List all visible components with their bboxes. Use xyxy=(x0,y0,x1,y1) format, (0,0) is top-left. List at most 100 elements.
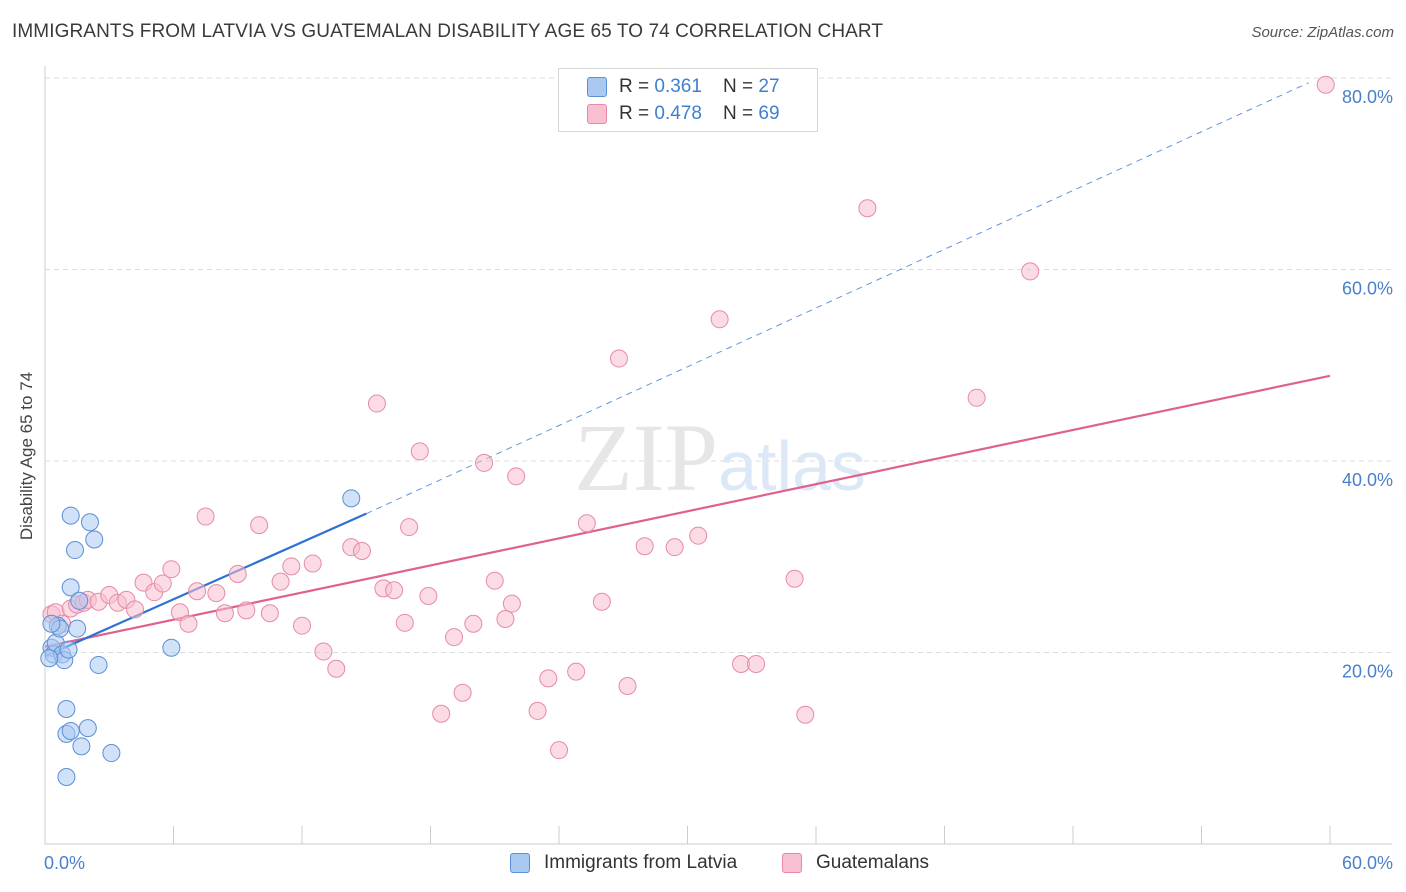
guatemalan-point xyxy=(550,741,568,760)
guatemalan-point xyxy=(395,613,414,632)
latvia-point xyxy=(61,506,80,525)
guatemalan-point xyxy=(162,560,181,579)
guatemalan-point xyxy=(327,659,346,678)
series-legend-guatemalans: Guatemalans xyxy=(782,852,929,874)
guatemalan-point xyxy=(228,564,247,583)
guatemalan-point xyxy=(419,587,438,606)
series-legend: Immigrants from Latvia Guatemalans xyxy=(0,852,1406,878)
latvia-point xyxy=(61,578,80,597)
guatemalan-point xyxy=(293,616,311,635)
axes xyxy=(44,66,1392,845)
tick-labels: 20.0% 40.0% 60.0% 80.0% 0.0% 60.0% xyxy=(44,87,1393,873)
guatemalan-point xyxy=(1316,75,1335,94)
guatemalan-point xyxy=(385,581,404,600)
legend-n-label: N = xyxy=(723,103,759,124)
latvia-point xyxy=(80,513,99,532)
guatemalan-point xyxy=(475,453,494,472)
watermark: ZIPatlas xyxy=(574,404,866,511)
latvia-point xyxy=(42,614,61,633)
latvia-trend-extension xyxy=(366,82,1309,515)
legend-swatch-guatemalans xyxy=(587,104,607,124)
latvia-point xyxy=(59,640,78,659)
y-tick-label: 80.0% xyxy=(1342,87,1393,107)
guatemalan-point xyxy=(271,572,290,591)
guatemalan-point xyxy=(635,537,654,556)
series-swatch-guatemalans xyxy=(782,853,802,873)
y-tick-label: 60.0% xyxy=(1342,279,1393,299)
guatemalan-point xyxy=(732,654,751,673)
guatemalan-point xyxy=(710,310,729,329)
guatemalan-point xyxy=(260,604,279,623)
series-label-latvia: Immigrants from Latvia xyxy=(544,852,738,873)
guatemalan-point xyxy=(179,614,198,633)
y-tick-label: 20.0% xyxy=(1342,662,1393,682)
data-points xyxy=(40,75,1335,786)
guatemalan-point xyxy=(689,526,708,545)
guatemalan-point xyxy=(207,584,226,603)
latvia-point xyxy=(102,744,121,763)
guatemalan-point xyxy=(785,569,804,588)
guatemalan-point xyxy=(577,514,596,533)
watermark-atlas: atlas xyxy=(718,427,866,505)
guatemalan-point xyxy=(215,604,234,623)
legend-n-value: 27 xyxy=(758,76,780,97)
x-tick-label: 0.0% xyxy=(44,853,85,873)
guatemalan-point xyxy=(432,704,451,723)
guatemalan-point xyxy=(539,669,558,688)
guatemalan-point xyxy=(592,592,611,611)
guatemalan-point xyxy=(125,600,144,619)
latvia-point xyxy=(68,619,87,638)
legend-r-label: R = xyxy=(619,76,655,97)
guatemalan-point xyxy=(665,538,684,557)
guatemalan-point xyxy=(567,662,586,681)
guatemalan-point xyxy=(796,705,815,724)
latvia-point xyxy=(342,489,361,508)
latvia-point xyxy=(57,699,76,718)
legend-r-value: 0.361 xyxy=(654,76,702,97)
chart-title: IMMIGRANTS FROM LATVIA VS GUATEMALAN DIS… xyxy=(12,21,884,42)
guatemalan-point xyxy=(445,628,464,647)
latvia-point xyxy=(65,541,84,560)
latvia-point xyxy=(89,655,108,674)
trend-lines xyxy=(44,82,1331,658)
guatemalan-point xyxy=(1021,262,1040,281)
x-tick-label: 60.0% xyxy=(1342,853,1393,873)
latvia-point xyxy=(40,649,59,668)
guatemalan-point xyxy=(410,442,429,461)
legend-r-label: R = xyxy=(619,103,655,124)
guatemalan-point xyxy=(303,554,322,573)
latvia-point xyxy=(85,530,104,549)
latvia-point xyxy=(61,722,80,741)
guatemalan-trend-line xyxy=(44,374,1331,648)
legend-n-label: N = xyxy=(723,76,759,97)
legend-row-latvia: R = 0.361 N = 27 xyxy=(587,75,780,99)
guatemalan-point xyxy=(464,614,483,633)
guatemalan-point xyxy=(502,594,521,613)
guatemalan-point xyxy=(858,199,877,218)
legend-r-value: 0.478 xyxy=(654,103,702,124)
latvia-point xyxy=(78,719,97,738)
latvia-point xyxy=(72,737,91,756)
guatemalan-point xyxy=(618,677,637,696)
guatemalan-point xyxy=(282,557,301,576)
series-swatch-latvia xyxy=(510,853,530,873)
guatemalan-point xyxy=(453,683,472,702)
correlation-legend: R = 0.361 N = 27 R = 0.478 N = 69 xyxy=(558,68,818,132)
guatemalan-point xyxy=(237,601,256,620)
y-tick-label: 40.0% xyxy=(1342,470,1393,490)
guatemalan-point xyxy=(196,507,215,526)
guatemalan-point xyxy=(250,516,269,535)
guatemalan-point xyxy=(188,582,207,601)
guatemalan-point xyxy=(153,574,172,593)
guatemalan-point xyxy=(967,388,986,407)
guatemalan-point xyxy=(485,571,504,590)
guatemalan-point xyxy=(352,542,371,561)
guatemalan-point xyxy=(367,394,386,413)
series-legend-latvia: Immigrants from Latvia xyxy=(510,852,737,874)
latvia-trend-line xyxy=(44,512,367,658)
source-label: Source: ZipAtlas.com xyxy=(1251,24,1394,41)
guatemalan-point xyxy=(507,467,526,486)
guatemalan-point xyxy=(609,349,628,368)
latvia-point xyxy=(70,591,89,610)
guatemalan-point xyxy=(528,701,547,720)
